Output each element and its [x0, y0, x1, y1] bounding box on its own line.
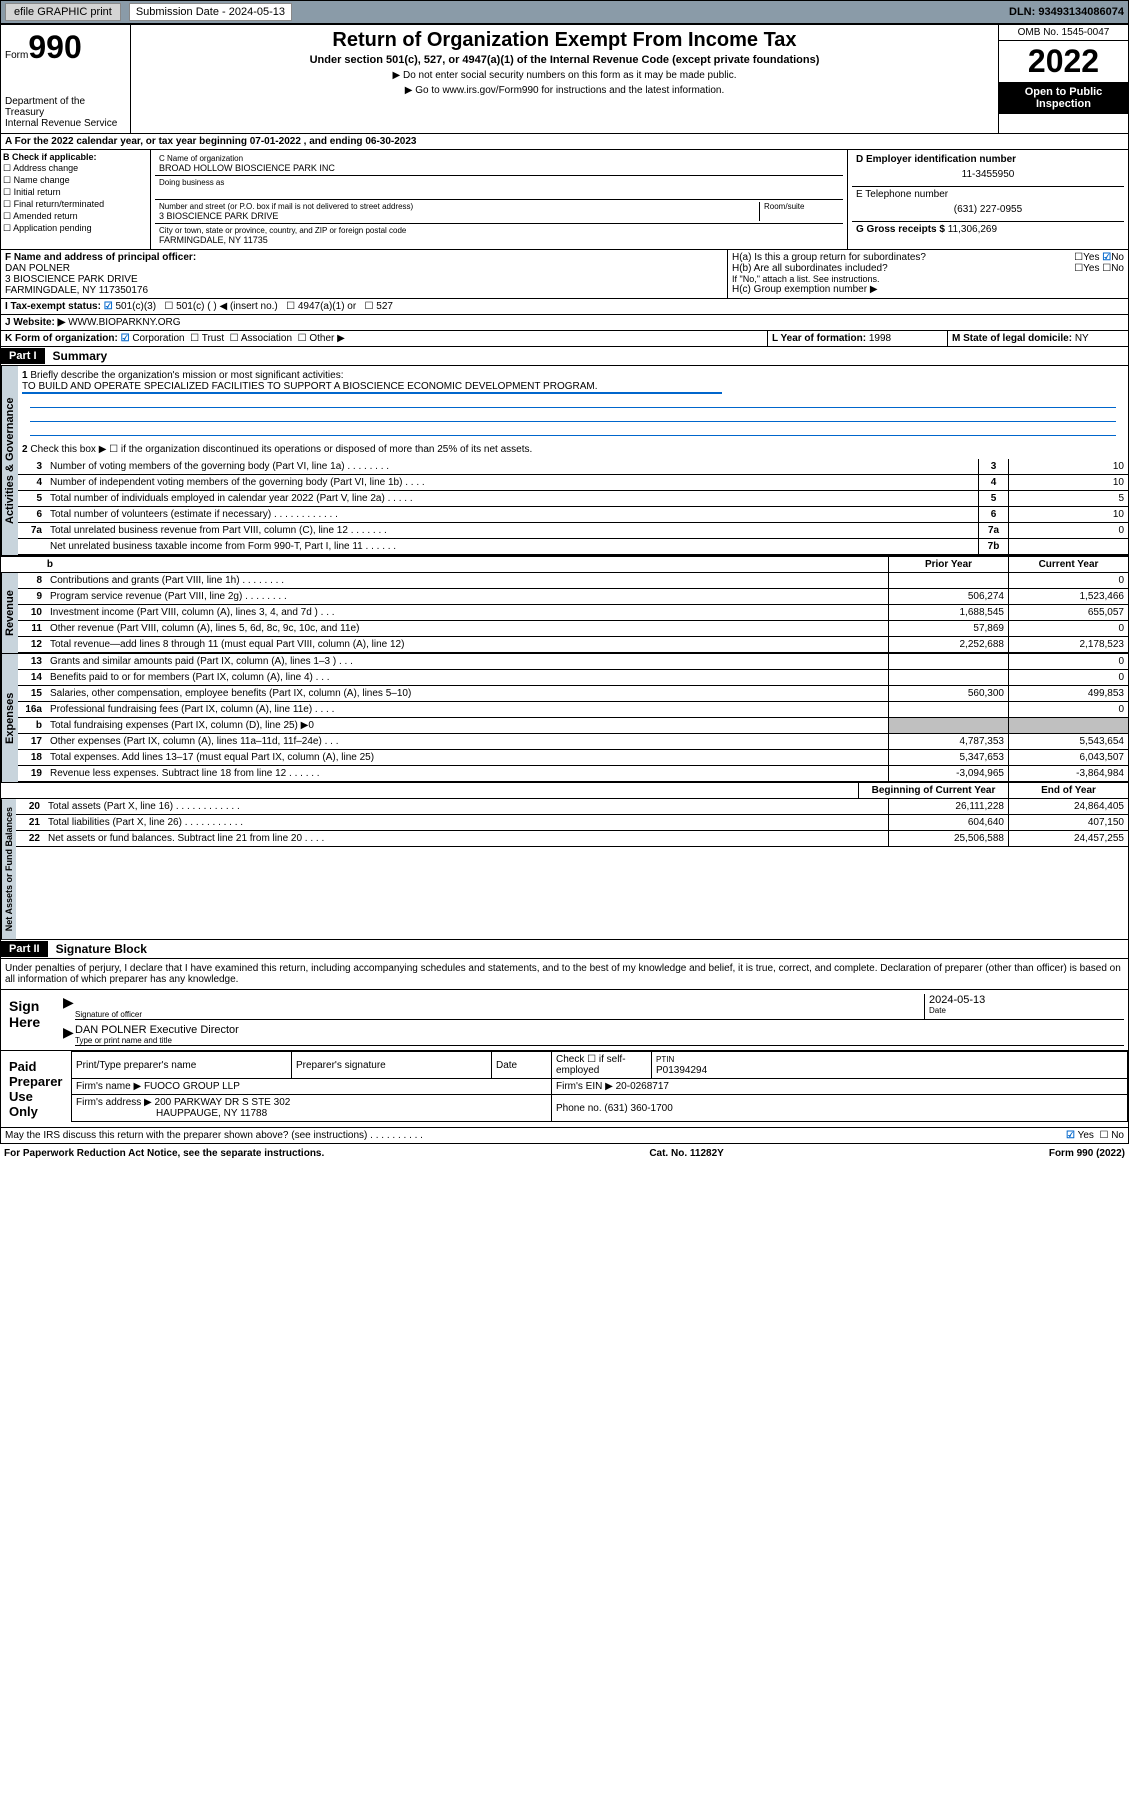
data-line: 9Program service revenue (Part VIII, lin… — [18, 589, 1128, 605]
officer-row: F Name and address of principal officer:… — [0, 250, 1129, 299]
expenses-label: Expenses — [1, 654, 18, 782]
governance-label: Activities & Governance — [1, 366, 18, 555]
ein-block: D Employer identification number 11-3455… — [848, 150, 1128, 249]
data-line: 12Total revenue—add lines 8 through 11 (… — [18, 637, 1128, 653]
top-bar: efile GRAPHIC print Submission Date - 20… — [0, 0, 1129, 24]
check-b-column: B Check if applicable: ☐ Address change … — [1, 150, 151, 249]
entity-block: B Check if applicable: ☐ Address change … — [0, 150, 1129, 250]
firm-name: FUOCO GROUP LLP — [144, 1081, 240, 1092]
net-assets-section: Net Assets or Fund Balances 20Total asse… — [0, 799, 1129, 940]
sign-here-block: Sign Here ▶ Signature of officer 2024-05… — [0, 990, 1129, 1051]
gov-line: 4Number of independent voting members of… — [18, 475, 1128, 491]
data-line: bTotal fundraising expenses (Part IX, co… — [18, 718, 1128, 734]
data-line: 15Salaries, other compensation, employee… — [18, 686, 1128, 702]
year-headers: b Prior Year Current Year — [0, 556, 1129, 573]
submission-date: Submission Date - 2024-05-13 — [129, 3, 292, 21]
telephone: (631) 227-0955 — [856, 200, 1120, 219]
irs-link[interactable]: ▶ Go to www.irs.gov/Form990 for instruct… — [135, 85, 994, 96]
data-line: 18Total expenses. Add lines 13–17 (must … — [18, 750, 1128, 766]
declaration: Under penalties of perjury, I declare th… — [0, 959, 1129, 990]
data-line: 8Contributions and grants (Part VIII, li… — [18, 573, 1128, 589]
website[interactable]: WWW.BIOPARKNY.ORG — [68, 317, 180, 328]
preparer-block: Paid Preparer Use Only Print/Type prepar… — [0, 1051, 1129, 1128]
data-line: 16aProfessional fundraising fees (Part I… — [18, 702, 1128, 718]
net-assets-label: Net Assets or Fund Balances — [1, 799, 16, 939]
ssn-note: ▶ Do not enter social security numbers o… — [135, 70, 994, 81]
form-title: Return of Organization Exempt From Incom… — [135, 29, 994, 52]
revenue-section: Revenue 8Contributions and grants (Part … — [0, 573, 1129, 654]
form-subtitle: Under section 501(c), 527, or 4947(a)(1)… — [135, 54, 994, 66]
efile-button[interactable]: efile GRAPHIC print — [5, 3, 121, 21]
line-a: A For the 2022 calendar year, or tax yea… — [0, 134, 1129, 150]
revenue-label: Revenue — [1, 573, 18, 653]
dept-label: Department of the Treasury Internal Reve… — [5, 96, 126, 129]
gov-line: 3Number of voting members of the governi… — [18, 459, 1128, 475]
org-name-block: C Name of organization BROAD HOLLOW BIOS… — [151, 150, 848, 249]
form-number: 990 — [28, 29, 81, 66]
org-name: BROAD HOLLOW BIOSCIENCE PARK INC — [159, 163, 839, 173]
org-address: 3 BIOSCIENCE PARK DRIVE — [159, 211, 759, 221]
firm-ein: 20-0268717 — [616, 1081, 669, 1092]
data-line: 19Revenue less expenses. Subtract line 1… — [18, 766, 1128, 782]
part2-header: Part II Signature Block — [0, 940, 1129, 959]
tax-year: 2022 — [999, 41, 1128, 82]
dln: DLN: 93493134086074 — [1009, 6, 1124, 18]
gov-line: 5Total number of individuals employed in… — [18, 491, 1128, 507]
form-org-row: K Form of organization: ☑ Corporation ☐ … — [0, 331, 1129, 347]
form-label: Form — [5, 50, 28, 61]
data-line: 10Investment income (Part VIII, column (… — [18, 605, 1128, 621]
firm-phone: (631) 360-1700 — [604, 1103, 672, 1114]
org-city: FARMINGDALE, NY 11735 — [159, 235, 839, 245]
sign-date: 2024-05-13 — [929, 994, 1124, 1006]
gov-line: 6Total number of volunteers (estimate if… — [18, 507, 1128, 523]
irs-discuss-row: May the IRS discuss this return with the… — [0, 1128, 1129, 1144]
data-line: 13Grants and similar amounts paid (Part … — [18, 654, 1128, 670]
tax-status-row: I Tax-exempt status: ☑ 501(c)(3) ☐ 501(c… — [0, 299, 1129, 315]
gov-line: 7aTotal unrelated business revenue from … — [18, 523, 1128, 539]
signer-name: DAN POLNER Executive Director — [75, 1024, 1124, 1036]
ptin: P01394294 — [656, 1065, 707, 1076]
data-line: 17Other expenses (Part IX, column (A), l… — [18, 734, 1128, 750]
data-line: 21Total liabilities (Part X, line 26) . … — [16, 815, 1128, 831]
footer: For Paperwork Reduction Act Notice, see … — [0, 1144, 1129, 1163]
data-line: 22Net assets or fund balances. Subtract … — [16, 831, 1128, 847]
expenses-section: Expenses 13Grants and similar amounts pa… — [0, 654, 1129, 783]
data-line: 20Total assets (Part X, line 16) . . . .… — [16, 799, 1128, 815]
firm-address: 200 PARKWAY DR S STE 302 — [155, 1097, 291, 1108]
website-row: J Website: ▶ WWW.BIOPARKNY.ORG — [0, 315, 1129, 331]
officer-name: DAN POLNER — [5, 263, 723, 274]
net-headers: Beginning of Current Year End of Year — [0, 783, 1129, 799]
omb-number: OMB No. 1545-0047 — [999, 25, 1128, 41]
part1-header: Part I Summary — [0, 347, 1129, 366]
mission-text: TO BUILD AND OPERATE SPECIALIZED FACILIT… — [22, 381, 722, 394]
governance-section: Activities & Governance 1 Briefly descri… — [0, 366, 1129, 556]
form-header: Form 990 Department of the Treasury Inte… — [0, 24, 1129, 134]
data-line: 11Other revenue (Part VIII, column (A), … — [18, 621, 1128, 637]
gov-line: Net unrelated business taxable income fr… — [18, 539, 1128, 555]
inspection-label: Open to Public Inspection — [999, 82, 1128, 114]
gross-receipts: 11,306,269 — [948, 224, 997, 235]
ein: 11-3455950 — [856, 165, 1120, 184]
data-line: 14Benefits paid to or for members (Part … — [18, 670, 1128, 686]
